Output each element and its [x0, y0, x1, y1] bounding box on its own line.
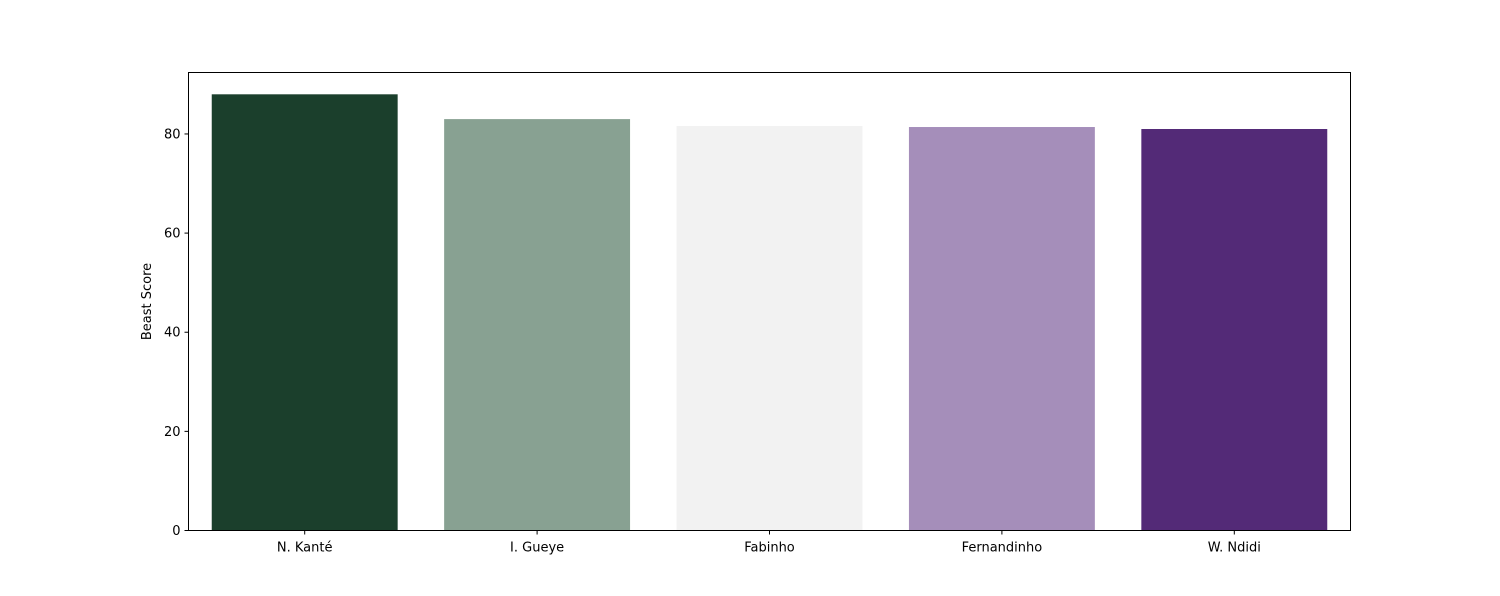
- y-tick-label: 80: [164, 127, 181, 142]
- y-tick-label: 60: [164, 227, 181, 242]
- bar-0: [211, 94, 398, 531]
- bar-3: [908, 127, 1095, 531]
- bars-group: [211, 94, 1328, 531]
- x-tick-label: N. Kanté: [277, 541, 333, 556]
- bar-4: [1141, 129, 1328, 531]
- bar-2: [676, 126, 863, 531]
- bar-1: [444, 119, 631, 531]
- x-tick-label: I. Gueye: [510, 541, 564, 556]
- y-axis-label: Beast Score: [140, 263, 155, 340]
- y-tick-label: 20: [164, 425, 181, 440]
- x-tick-label: Fernandinho: [962, 541, 1043, 556]
- x-tick-label: Fabinho: [744, 541, 795, 556]
- y-axis-ticks: 0 20 40 60 80: [164, 127, 189, 539]
- y-tick-label: 0: [172, 524, 180, 539]
- axes-frame: [188, 72, 1351, 531]
- x-axis-ticks: N. Kanté I. Gueye Fabinho Fernandinho W. Ndi…: [277, 530, 1261, 556]
- x-tick-label: W. Ndidi: [1208, 541, 1261, 556]
- y-tick-label: 40: [164, 326, 181, 341]
